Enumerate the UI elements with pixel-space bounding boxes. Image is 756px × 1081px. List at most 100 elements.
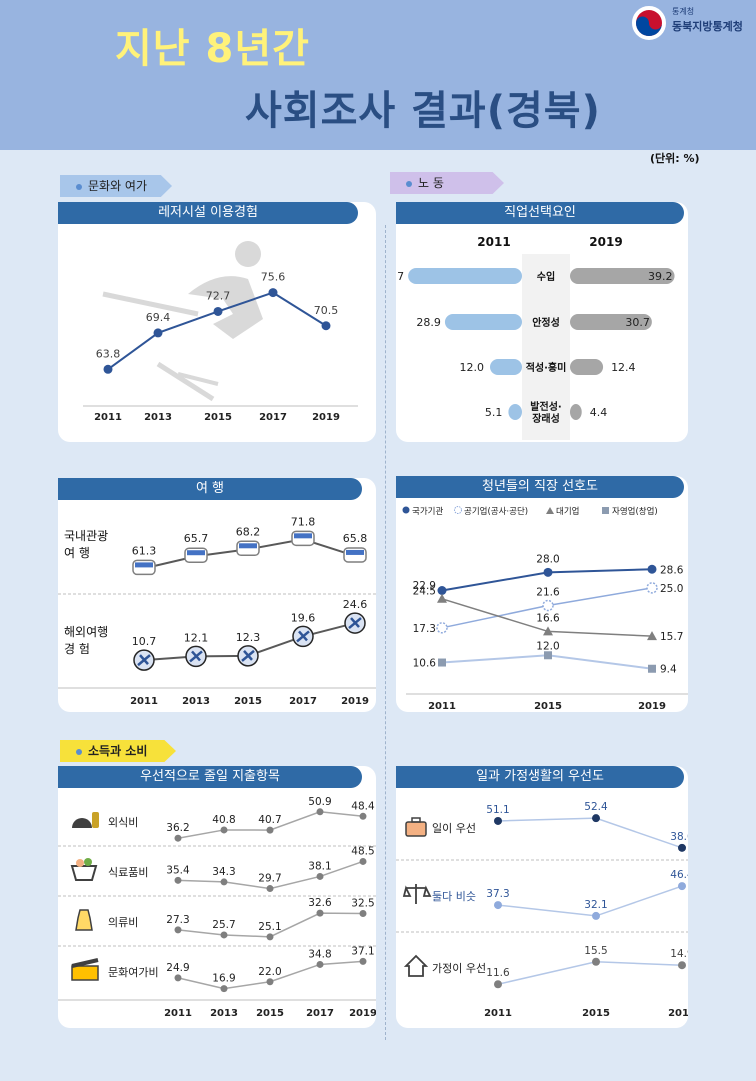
travel-overseas-label: 해외여행 (64, 624, 108, 639)
spend-point (316, 960, 324, 968)
leisure-value-label: 70.5 (314, 304, 339, 317)
spend-item-label: 의류비 (108, 916, 138, 929)
travel-overseas-value: 12.1 (184, 631, 209, 644)
work-value-label: 51.1 (486, 804, 509, 816)
travel-overseas-value: 19.6 (291, 611, 316, 624)
legend-marker-circle (402, 506, 410, 514)
job-category-label: 발전성· (530, 400, 561, 413)
job-category-column (522, 254, 570, 440)
produce-shape (76, 859, 84, 867)
panel-travel: 여 행 국내관광 여 행 61.3 65.7 68.2 71.8 65.8 해외여행 경 험 10… (58, 478, 376, 712)
job-category-label: 장래성 (532, 412, 560, 425)
panel-spending-cut: 우선적으로 줄일 지출항목 외식비 36.2 40.8 40.7 50.9 48.4 식료품… (58, 766, 376, 1028)
youth-point-circle (543, 567, 553, 577)
section-culture-label: 문화와 여가 (88, 179, 148, 193)
grocery-icon (70, 865, 98, 881)
spend-value-label: 29.7 (258, 873, 281, 885)
travel-x-tick: 2015 (234, 696, 262, 707)
job-value-2019: 39.2 (648, 270, 673, 283)
spend-value-label: 36.2 (166, 822, 189, 834)
bus-window (135, 562, 153, 568)
spend-item-label: 식료품비 (108, 866, 148, 879)
youth-point-square (438, 658, 446, 667)
youth-point-square (648, 664, 656, 673)
youth-value-label: 16.6 (536, 612, 560, 624)
work-point (678, 961, 686, 970)
job-factor-chart: 2011 2019 42.7 39.2 수입 28.9 30.7 안정성 12.0 12.4 적성·… (396, 235, 675, 440)
plane-glyph (348, 617, 362, 630)
center-divider (385, 225, 386, 1040)
spend-value-label: 16.9 (212, 973, 235, 985)
youth-value-label: 9.4 (660, 664, 677, 676)
job-bar-2019 (570, 268, 675, 284)
job-value-2011: 42.7 (396, 270, 404, 283)
leisure-point (103, 364, 113, 374)
travel-x-tick: 2017 (289, 696, 317, 707)
spend-x-tick: 2019 (349, 1008, 376, 1019)
briefcase-icon (405, 821, 427, 837)
travel-overseas-value: 24.6 (343, 598, 368, 611)
balance-icon (402, 884, 432, 904)
youth-legend-label: 국가기관 (412, 506, 443, 517)
youth-point-dashed (542, 599, 554, 612)
spend-value-label: 25.1 (258, 921, 281, 933)
spend-value-label: 27.3 (166, 914, 189, 926)
work-series-line (497, 961, 683, 985)
job-value-2011: 28.9 (416, 316, 441, 329)
header-banner (0, 0, 756, 150)
panel-youth-job: 청년들의 직장 선호도 국가기관 공기업(공사·공단) 대기업 자영업(창업) 24.5… (396, 476, 688, 712)
travel-x-tick: 2011 (130, 696, 158, 707)
spend-value-label: 34.8 (308, 948, 331, 960)
spend-point (174, 834, 182, 842)
spend-point (266, 933, 274, 941)
youth-x-tick: 2015 (534, 701, 562, 712)
job-bar-2011 (490, 359, 522, 375)
work-family-chart: 일이 우선 51.1 52.4 38.6 둘다 비슷 37.3 32.1 46.4 가정이 우선… (396, 801, 688, 1019)
title-line-2: 사회조사 결과(경북) (245, 88, 601, 134)
plane-glyph (137, 654, 151, 667)
spend-point (359, 909, 367, 917)
leisure-x-tick: 2015 (204, 412, 232, 423)
work-value-label: 32.1 (584, 899, 607, 911)
leisure-value-label: 75.6 (261, 271, 286, 284)
spend-value-label: 25.7 (212, 919, 235, 931)
youth-point-dashed (646, 582, 658, 594)
spending-cut-title: 우선적으로 줄일 지출항목 (58, 766, 362, 788)
work-item-label: 일이 우선 (432, 821, 476, 835)
travel-overseas-label: 경 험 (64, 642, 90, 656)
youth-x-tick: 2019 (638, 701, 666, 712)
section-tag-income: 소득과 소비 (60, 740, 176, 762)
panel-job-factor: 직업선택요인 2011 2019 42.7 39.2 수입 28.9 30.7 안정성 12.0… (396, 202, 688, 442)
travel-overseas-value: 10.7 (132, 635, 157, 648)
work-point (592, 814, 600, 823)
spend-point (359, 857, 367, 865)
travel-domestic-value: 65.8 (343, 532, 368, 545)
bus-window (239, 543, 257, 549)
work-item-label: 둘다 비슷 (432, 890, 476, 903)
spend-value-label: 22.0 (258, 966, 281, 978)
plane-glyph (241, 649, 255, 662)
spend-item-label: 문화여가비 (108, 966, 159, 979)
youth-job-chart: 국가기관 공기업(공사·공단) 대기업 자영업(창업) 24.5 28.0 28.6 17.3… (402, 506, 688, 712)
youth-value-label: 22.9 (413, 580, 436, 592)
spend-point (359, 957, 367, 965)
work-x-tick: 2011 (484, 1008, 512, 1019)
job-value-2019: 12.4 (611, 361, 636, 374)
leisure-value-label: 69.4 (146, 311, 171, 324)
home-icon (403, 954, 429, 977)
work-value-label: 38.6 (670, 831, 688, 843)
youth-legend-label: 자영업(창업) (612, 506, 658, 517)
youth-legend-label: 공기업(공사·공단) (464, 506, 528, 517)
work-point (592, 911, 600, 920)
bus-window (346, 549, 364, 555)
spend-value-label: 34.3 (212, 866, 235, 878)
spend-value-label: 38.1 (308, 860, 331, 872)
spend-point (174, 926, 182, 934)
spend-x-tick: 2017 (306, 1008, 334, 1019)
travel-domestic-value: 61.3 (132, 544, 157, 557)
legend-marker-square (602, 507, 609, 514)
youth-point-circle (437, 586, 447, 595)
section-tag-culture: 문화와 여가 (60, 175, 172, 197)
job-bar-2019 (570, 359, 604, 375)
leisure-x-tick: 2017 (259, 412, 287, 423)
